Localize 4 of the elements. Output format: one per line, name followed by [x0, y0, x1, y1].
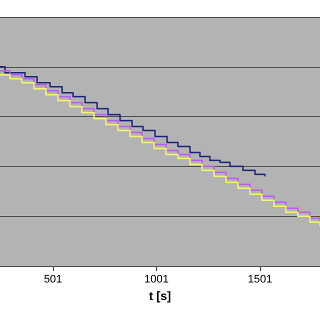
x-axis-title: t [s] — [149, 289, 171, 303]
x-tick-label: 501 — [44, 274, 62, 286]
x-tick-label: 1501 — [248, 274, 272, 286]
x-tick-label: 1001 — [144, 274, 169, 286]
